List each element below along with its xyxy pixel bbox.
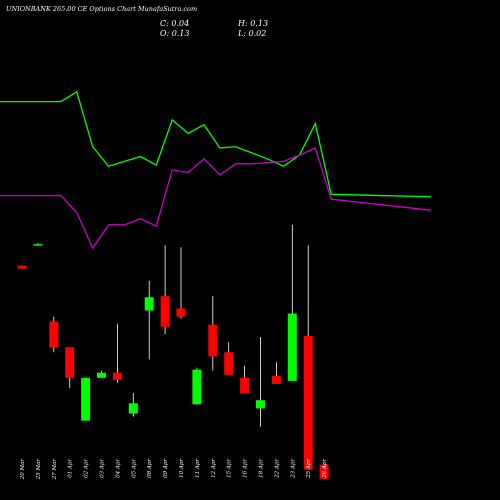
x-tick-label: 02 Apr [84,459,90,478]
x-tick-label: 03 Apr [100,459,106,478]
open-value: O: 0.13 [160,29,190,38]
low-value: L: 0.02 [238,29,267,38]
candle-body [319,464,329,479]
indicator-line-1 [0,90,432,198]
candle-body [256,400,265,409]
x-tick-label: 25 Mar [36,459,42,481]
indicator-line-2 [0,147,432,250]
x-tick-label: 22 Apr [274,459,280,479]
x-tick-label: 15 Apr [227,459,233,478]
candle-body [49,321,59,348]
x-tick-label: 23 Apr [290,459,296,479]
high-value: H: 0.13 [238,19,269,28]
x-tick-label: 26 Apr [322,459,328,479]
candle-body [112,372,122,380]
x-tick-label: 20 Mar [20,459,26,481]
x-tick-label: 25 Apr [306,459,312,479]
candle-body [65,347,75,378]
x-tick-label: 16 Apr [243,459,249,478]
candle-body [224,352,234,375]
candle-body [33,244,43,246]
x-tick-label: 11 Apr [195,459,201,478]
x-tick-label: 05 Apr [131,459,137,478]
x-tick-label: 08 Apr [147,459,153,478]
candle-body [97,372,106,378]
x-tick-label: 09 Apr [163,459,169,478]
x-tick-label: 18 Apr [259,459,265,478]
x-tick-label: 10 Apr [179,459,185,478]
x-tick-label: 27 Mar [52,459,58,481]
candle-body [271,375,281,384]
candle-body [81,377,91,421]
candle-body [287,313,297,381]
chart-title: UNIONBANK 265.00 CE Options Chart Munafa… [6,5,198,13]
candle-body [144,297,154,311]
candle-body [208,324,218,357]
close-value: C: 0.04 [160,19,190,28]
candle-body [128,403,138,414]
candle-body [160,296,170,327]
candle-body [176,308,186,317]
candle-body [192,369,202,405]
candle-body [240,377,250,394]
candle-body [17,265,27,269]
x-tick-label: 12 Apr [211,459,217,478]
x-tick-label: 04 Apr [115,459,121,478]
x-tick-label: 01 Apr [68,459,74,478]
candle-body [303,335,313,470]
